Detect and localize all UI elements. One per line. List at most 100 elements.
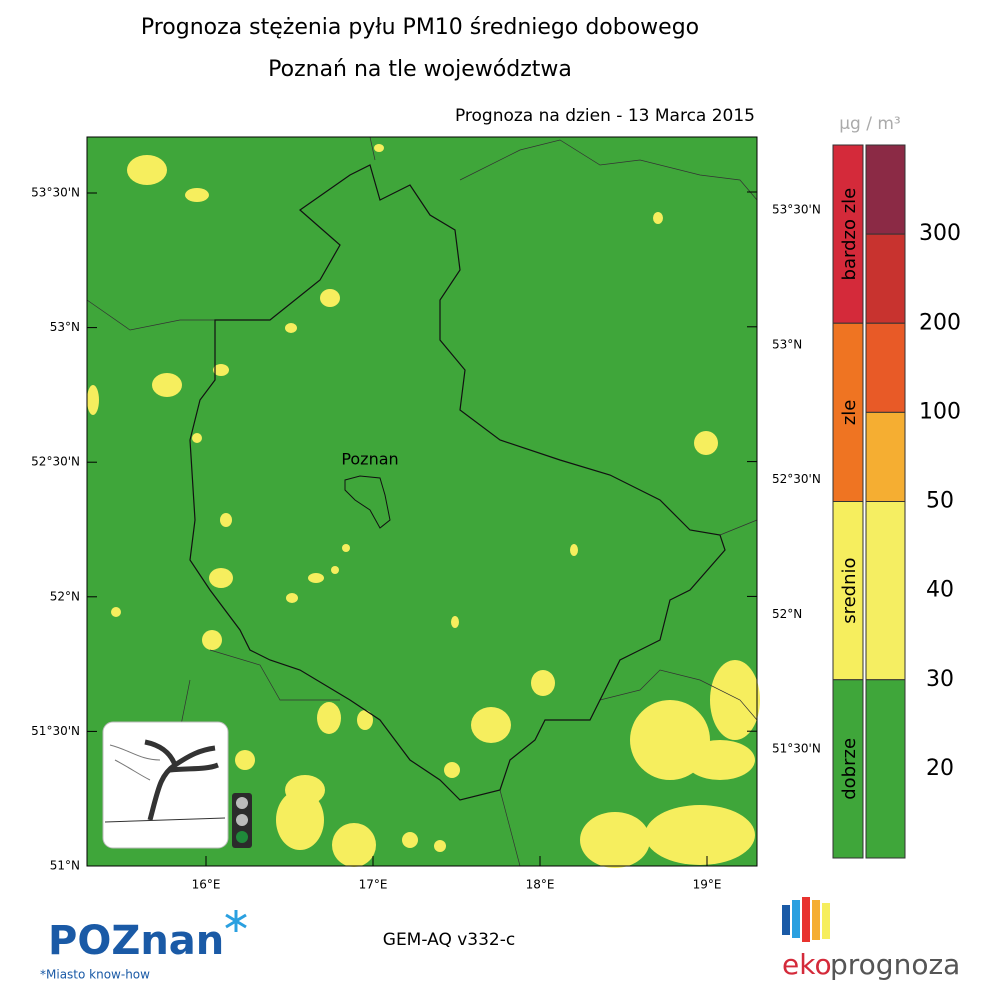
lat-label: 53°N [50,320,80,334]
pollution-area [185,188,209,202]
pollution-area [570,544,578,556]
border [599,669,758,721]
star-line [225,913,247,929]
subtitle: Poznań na tle województwa [268,57,572,82]
city-tagline: *Miasto know-how [40,968,150,982]
scale-segment [865,144,906,235]
pollution-area [276,790,324,850]
pollution-area [331,566,339,574]
border [719,519,758,536]
category-bar [832,679,864,859]
pollution-area [308,573,324,583]
pollution-area [220,513,232,527]
pollution-area [332,823,376,867]
lat-label: 51°30'N [31,724,80,738]
pollution-area [645,805,755,865]
pollution-area [694,431,718,455]
border [86,299,215,331]
border [459,139,758,201]
city-logo: POZnan [48,918,224,964]
scale-segment [865,679,906,859]
lon-label: 17°E [359,878,388,892]
date-label: Prognoza na dzien - 13 Marca 2015 [455,106,755,126]
pollution-area [357,710,373,730]
lat-label: 52°30'N [772,472,821,486]
pollution-area [451,616,459,628]
pollution-area [444,762,460,778]
border [499,789,521,867]
title: Prognoza stężenia pyłu PM10 średniego do… [141,15,699,40]
other-borders [86,136,758,867]
pollution-area [580,812,650,868]
pollution-area [710,660,760,740]
scale-segment [865,322,906,413]
pollution-area [434,840,446,852]
category-label: bardzo zle [839,188,860,281]
unit-label: μg / m³ [839,114,901,134]
level-label: 20 [926,756,954,781]
category-label: dobrze [839,738,860,800]
pollution-area [471,707,511,743]
level-label: 300 [919,221,961,246]
map-axes: 53°30'N 53°N 52°30'N 52°N 51°30'N 51°N 53°30'N… [31,186,821,892]
pollution-area [152,373,182,397]
pollution-area [402,832,418,848]
light [236,797,248,809]
lat-label: 52°N [50,589,80,603]
lon-label: 18°E [526,878,555,892]
brand-bar [792,900,800,938]
pollution-area [111,607,121,617]
light [236,814,248,826]
wind [109,744,161,781]
lat-label: 52°30'N [31,455,80,469]
pollution-area [213,364,229,376]
pollution-area [209,568,233,588]
brand-icon [782,897,830,942]
lat-label: 53°30'N [31,186,80,200]
level-label: 30 [926,667,954,692]
category-label: zle [839,400,860,426]
tree [144,739,219,821]
light [236,831,248,843]
pollution-area [286,593,298,603]
scale-segment [865,411,906,502]
level-label: 200 [919,310,961,335]
pollution-area [320,289,340,307]
pollution-area [531,670,555,696]
logo-star [225,910,247,932]
level-label: 40 [926,578,954,603]
city-label: Poznan [341,450,398,469]
pollution-area [317,702,341,734]
icon-box [102,721,229,849]
pollution-area [285,323,297,333]
lat-label: 51°30'N [772,742,821,756]
ground [104,817,226,823]
pollution-area [342,544,350,552]
pollution-area [192,433,202,443]
brand-bar [812,900,820,940]
brand-bar [822,903,830,939]
model-label: GEM-AQ v332-c [383,930,515,950]
pollution-area [235,750,255,770]
lon-label: 16°E [192,878,221,892]
pollution-area [653,212,663,224]
lon-label: 19°E [693,878,722,892]
brand-bar [802,897,810,942]
province-border [189,164,726,801]
lat-label: 53°30'N [772,203,821,217]
pollution-area [127,155,167,185]
scale-segment [865,501,906,681]
lat-label: 51°N [50,859,80,873]
lat-label: 53°N [772,337,802,351]
pollution-area [374,144,384,152]
weather-icon [102,721,252,849]
pollution-areas [87,144,760,868]
scale-segment [865,233,906,324]
brand-bar [782,905,790,935]
level-label: 50 [926,489,954,514]
brand-prognoza: prognoza [830,948,960,981]
pollution-area [87,385,99,415]
brand-eko: eko [782,948,832,981]
